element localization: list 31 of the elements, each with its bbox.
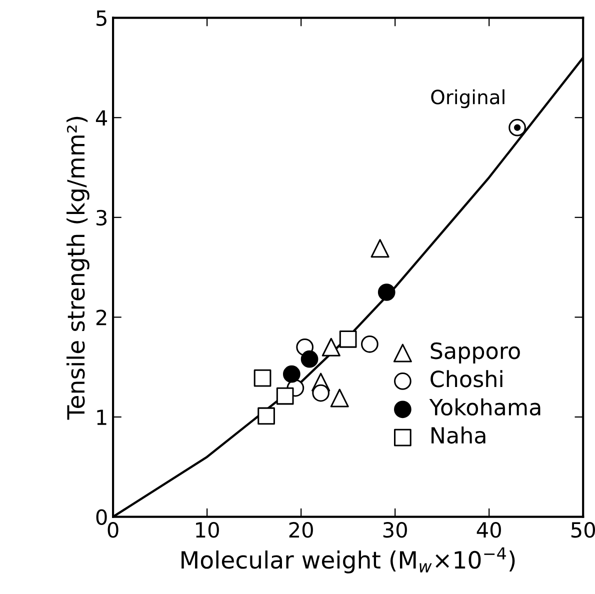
- point: [312, 384, 330, 402]
- y-tick-label: 4: [96, 110, 108, 126]
- x-tick-label: 30: [383, 522, 407, 538]
- point: [339, 330, 357, 348]
- legend-label: Naha: [432, 426, 486, 444]
- y-tick-label: 3: [96, 210, 107, 226]
- y-axis-title: Tensile strength (kg/mm²): [66, 116, 90, 420]
- x-tick-label: 10: [196, 522, 219, 538]
- annotation: Original: [431, 89, 504, 108]
- point: [330, 388, 349, 408]
- y-tick-label: 0: [96, 509, 107, 525]
- point: [254, 369, 272, 387]
- x-tick-label: 50: [571, 522, 595, 538]
- point: [276, 387, 294, 405]
- legend-label: Yokohama: [429, 398, 540, 416]
- y-tick-label: 2: [96, 310, 106, 326]
- y-tick-label: 1: [97, 410, 106, 425]
- x-tick-label: 40: [476, 522, 501, 538]
- x-tick-label: 20: [289, 522, 313, 538]
- legend-label: Sapporo: [430, 342, 520, 364]
- x-tick-label: 0: [108, 522, 118, 538]
- legend-label: Choshi: [430, 370, 502, 388]
- point: [370, 239, 390, 258]
- point: [300, 350, 318, 368]
- point: [361, 335, 378, 353]
- point: [282, 365, 300, 383]
- point: [322, 338, 340, 356]
- point: [378, 284, 396, 301]
- y-tick-label: 5: [96, 10, 106, 26]
- x-axis-title: Molecular weight (M$_{w}$×10$^{−4}$): [182, 547, 515, 574]
- point: [258, 407, 275, 425]
